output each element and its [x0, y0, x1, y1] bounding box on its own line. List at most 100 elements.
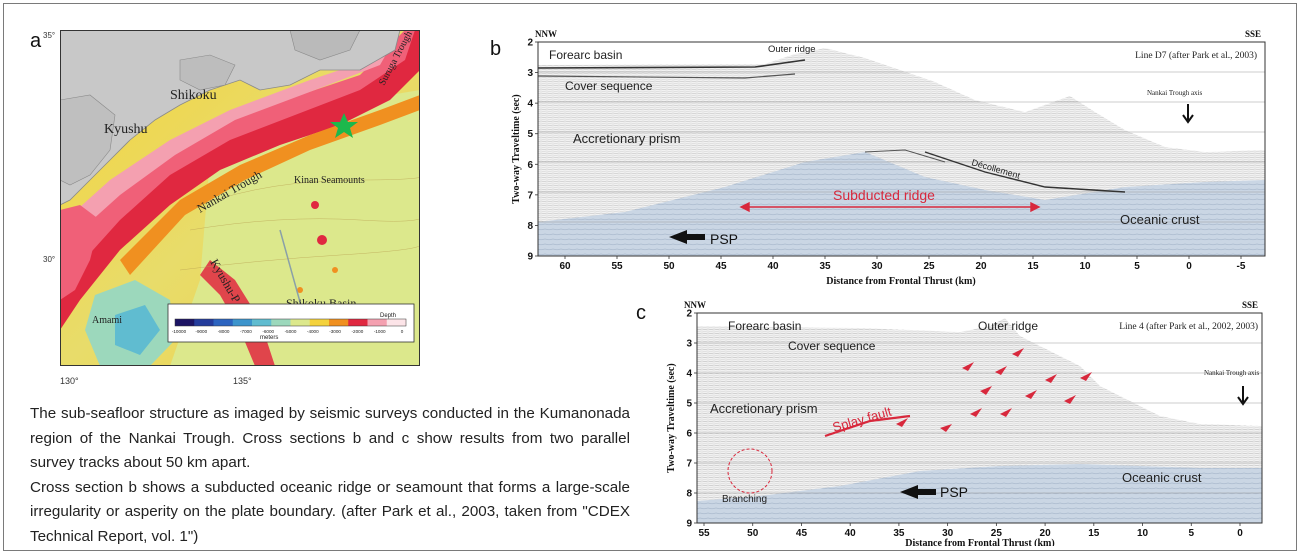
x-tick-label: 55	[611, 261, 623, 272]
b-source: Line D7 (after Park et al., 2003)	[1135, 50, 1257, 61]
x-tick-label: 15	[1088, 528, 1100, 539]
y-tick-label: 3	[686, 339, 692, 350]
y-tick-label: 6	[686, 429, 692, 440]
x-tick-label: 25	[923, 261, 935, 272]
b-ylabel: Two-way Traveltime (sec)	[511, 94, 522, 203]
y-tick-label: 7	[527, 190, 533, 201]
label-kyushu: Kyushu	[104, 122, 148, 137]
map-lon-label: 130°	[60, 376, 79, 386]
y-tick-label: 5	[686, 399, 692, 410]
x-tick-label: 60	[559, 261, 571, 272]
b-dir-left: NNW	[535, 29, 557, 39]
panel-a-letter: a	[30, 30, 42, 52]
x-tick-label: 0	[1186, 261, 1192, 272]
x-tick-label: 25	[991, 528, 1003, 539]
c-label-forearc: Forearc basin	[728, 319, 801, 333]
c-ylabel: Two-way Traveltime (sec)	[666, 363, 677, 472]
y-tick-label: 4	[527, 99, 533, 110]
c-label-psp: PSP	[940, 484, 968, 500]
b-label-prism: Accretionary prism	[573, 131, 681, 146]
x-tick-label: 45	[715, 261, 727, 272]
colorbar-swatch	[252, 319, 272, 326]
c-label-cover: Cover sequence	[788, 339, 876, 353]
y-tick-label: 2	[527, 38, 533, 49]
x-tick-label: 15	[1027, 261, 1039, 272]
colorbar-swatch	[348, 319, 368, 326]
colorbar-tick-label: -4000	[307, 329, 319, 334]
x-tick-label: 20	[975, 261, 987, 272]
colorbar-swatch	[329, 319, 349, 326]
colorbar-swatch	[290, 319, 311, 326]
b-xlabel: Distance from Frontal Thrust (km)	[826, 276, 975, 287]
colorbar-tick-label: -10000	[172, 329, 187, 334]
y-tick-label: 9	[686, 519, 692, 530]
colorbar-tick-label: -8000	[218, 329, 230, 334]
trough-axis-arrow-icon	[1182, 104, 1194, 124]
psp-arrow-icon	[669, 230, 705, 244]
c-label-trough-axis: Nankai Trough axis	[1204, 369, 1260, 377]
colorbar-tick-label: -1000	[374, 329, 386, 334]
x-tick-label: -5	[1237, 261, 1246, 272]
b-label-oceanic: Oceanic crust	[1120, 212, 1200, 227]
b-label-subducted: Subducted ridge	[833, 187, 935, 203]
y-tick-label: 8	[686, 489, 692, 500]
panel-c-letter: c	[636, 302, 646, 324]
y-tick-label: 3	[527, 68, 533, 79]
x-tick-label: 20	[1040, 528, 1052, 539]
colorbar-swatch	[194, 319, 214, 326]
c-dir-right: SSE	[1242, 300, 1258, 310]
depth-colorbar: Depth -10000 -9000 -8000 -7000 -6000 -5000 -40…	[167, 303, 415, 343]
label-kinan-seamounts: Kinan Seamounts	[294, 175, 365, 186]
x-tick-label: 30	[871, 261, 883, 272]
panel-b-letter: b	[490, 38, 502, 60]
label-shikoku: Shikoku	[170, 88, 217, 103]
colorbar-swatch	[213, 319, 234, 326]
b-label-outer-ridge: Outer ridge	[768, 44, 816, 55]
c-dir-left: NNW	[684, 300, 706, 310]
y-tick-label: 2	[686, 309, 692, 320]
x-tick-label: 40	[767, 261, 779, 272]
c-label-prism: Accretionary prism	[710, 401, 818, 416]
figure-caption: The sub-seafloor structure as imaged by …	[30, 402, 630, 550]
caption-paragraph-1: The sub-seafloor structure as imaged by …	[30, 405, 630, 472]
y-tick-label: 4	[686, 369, 692, 380]
colorbar-unit: meters	[260, 335, 278, 341]
subducted-ridge-arrow	[739, 201, 1041, 213]
y-tick-label: 5	[527, 129, 533, 140]
c-source: Line 4 (after Park et al., 2002, 2003)	[1119, 321, 1258, 332]
colorbar-swatch	[175, 319, 195, 326]
x-tick-label: 50	[747, 528, 759, 539]
psp-arrow-icon	[900, 485, 936, 499]
y-tick-label: 8	[527, 221, 533, 232]
site-star-icon	[330, 113, 358, 138]
x-tick-label: 5	[1134, 261, 1140, 272]
colorbar-tick-label: -5000	[285, 329, 297, 334]
x-tick-label: 10	[1137, 528, 1149, 539]
x-tick-label: 35	[893, 528, 905, 539]
y-tick-label: 7	[686, 459, 692, 470]
x-tick-label: 0	[1237, 528, 1243, 539]
b-dir-right: SSE	[1245, 29, 1261, 39]
b-label-psp: PSP	[710, 231, 738, 247]
colorbar-swatch	[271, 319, 291, 326]
seismic-section-c: NNW SSE Line 4 (after Park et al., 2002,…	[666, 300, 1263, 546]
colorbar-tick-label: 0	[401, 329, 404, 334]
map-lat-label: 30°	[43, 255, 56, 264]
b-label-trough-axis: Nankai Trough axis	[1147, 89, 1203, 97]
colorbar-swatch	[232, 319, 253, 326]
x-tick-label: 30	[942, 528, 954, 539]
c-label-oceanic: Oceanic crust	[1122, 470, 1202, 485]
colorbar-tick-label: -7000	[240, 329, 252, 334]
b-label-cover: Cover sequence	[565, 79, 653, 93]
colorbar-swatch	[367, 319, 388, 326]
x-tick-label: 40	[845, 528, 857, 539]
colorbar-swatch	[386, 319, 407, 326]
y-tick-label: 9	[527, 252, 533, 263]
colorbar-tick-label: -6000	[262, 329, 274, 334]
map-lon-label: 135°	[233, 376, 252, 386]
y-tick-label: 6	[527, 160, 533, 171]
x-tick-label: 45	[796, 528, 808, 539]
seismic-section-b: NNW SSE Line D7 (after Park et al., 2003…	[511, 29, 1266, 287]
c-label-outer-ridge: Outer ridge	[978, 319, 1038, 333]
colorbar-tick-label: -9000	[195, 329, 207, 334]
